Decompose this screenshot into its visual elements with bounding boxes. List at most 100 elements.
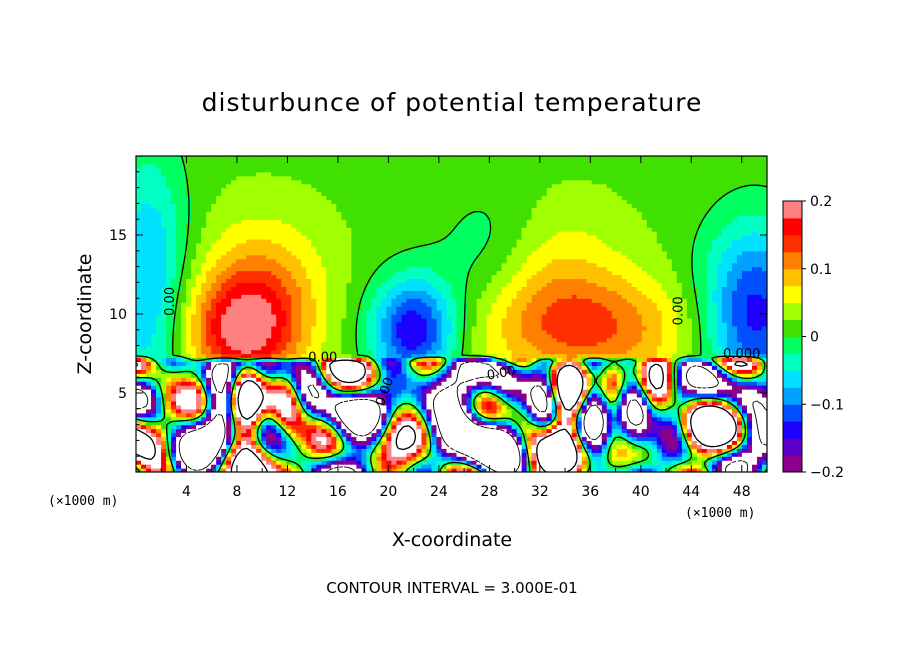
heatmap-cell [746, 333, 753, 339]
heatmap-cell [356, 432, 362, 438]
heatmap-cell [326, 385, 332, 390]
heatmap-cell [726, 468, 733, 472]
heatmap-cell [621, 349, 628, 355]
heatmap-cell [726, 357, 733, 362]
heatmap-cell [221, 357, 227, 362]
heatmap-cell [591, 460, 598, 465]
heatmap-cell [706, 393, 713, 398]
heatmap-cell [626, 349, 633, 355]
heatmap-cell [741, 345, 748, 351]
heatmap-cell [541, 317, 548, 323]
heatmap-cell [456, 452, 463, 457]
heatmap-cell [286, 396, 292, 402]
heatmap-cell [386, 424, 393, 430]
heatmap-cell [476, 464, 483, 469]
heatmap-cell [251, 337, 257, 343]
heatmap-cell [466, 452, 473, 457]
heatmap-cell [486, 444, 493, 449]
heatmap-cell [401, 408, 408, 414]
heatmap-cell [526, 412, 533, 418]
heatmap-cell [576, 432, 583, 438]
heatmap-cell [276, 424, 282, 430]
heatmap-cell [696, 464, 703, 469]
heatmap-cell [606, 365, 613, 370]
heatmap-cell [406, 420, 413, 426]
heatmap-cell [591, 369, 598, 374]
heatmap-cell [266, 468, 272, 472]
heatmap-cell [166, 337, 172, 343]
heatmap-cell [296, 345, 302, 351]
heatmap-cell [761, 404, 767, 410]
heatmap-cell [506, 393, 513, 398]
heatmap-cell [731, 396, 738, 402]
heatmap-cell [676, 349, 683, 355]
heatmap-cell [176, 361, 182, 366]
heatmap-cell [501, 440, 508, 445]
heatmap-cell [531, 333, 538, 339]
heatmap-cell [361, 357, 367, 362]
heatmap-cell [351, 444, 357, 449]
heatmap-cell [646, 365, 653, 370]
heatmap-cell [171, 377, 177, 382]
heatmap-cell [496, 393, 503, 398]
heatmap-cell [251, 325, 257, 331]
heatmap-cell [371, 337, 377, 343]
heatmap-cell [386, 468, 393, 472]
heatmap-cell [571, 456, 578, 461]
heatmap-cell [221, 424, 227, 430]
heatmap-cell [316, 389, 322, 394]
heatmap-cell [446, 377, 453, 382]
heatmap-cell [286, 412, 292, 418]
heatmap-cell [716, 389, 723, 394]
heatmap-cell [526, 353, 533, 359]
heatmap-cell [706, 329, 713, 335]
heatmap-cell [391, 314, 398, 319]
heatmap-cell [176, 428, 182, 434]
heatmap-cell [631, 337, 638, 343]
heatmap-cell [471, 440, 478, 445]
heatmap-cell [616, 456, 623, 461]
heatmap-cell [211, 460, 217, 465]
heatmap-cell [366, 468, 372, 472]
heatmap-cell [611, 361, 618, 366]
heatmap-cell [146, 436, 152, 441]
heatmap-cell [701, 337, 708, 343]
heatmap-cell [476, 440, 483, 445]
heatmap-cell [301, 452, 307, 457]
heatmap-cell [456, 468, 463, 472]
heatmap-cell [576, 464, 583, 469]
heatmap-cell [286, 452, 292, 457]
heatmap-cell [736, 408, 743, 414]
heatmap-cell [196, 452, 202, 457]
heatmap-cell [361, 377, 367, 382]
heatmap-cell [726, 444, 733, 449]
heatmap-cell [266, 404, 272, 410]
heatmap-cell [691, 345, 698, 351]
heatmap-cell [136, 345, 142, 351]
heatmap-cell [391, 333, 398, 339]
heatmap-cell [201, 389, 207, 394]
heatmap-cell [206, 416, 212, 422]
heatmap-cell [216, 456, 222, 461]
heatmap-cell [171, 420, 177, 426]
heatmap-cell [536, 448, 543, 453]
heatmap-cell [161, 333, 167, 339]
heatmap-cell [501, 424, 508, 430]
heatmap-cell [336, 420, 342, 426]
heatmap-cell [506, 424, 513, 430]
heatmap-cell [746, 389, 753, 394]
heatmap-cell [671, 353, 678, 359]
heatmap-cell [546, 321, 553, 327]
heatmap-cell [436, 349, 443, 355]
heatmap-cell [191, 321, 197, 327]
heatmap-cell [376, 329, 382, 335]
heatmap-cell [476, 321, 483, 327]
heatmap-cell [386, 393, 393, 398]
heatmap-cell [396, 361, 403, 366]
heatmap-cell [676, 325, 683, 331]
heatmap-cell [326, 456, 332, 461]
heatmap-cell [406, 353, 413, 359]
heatmap-cell [151, 444, 157, 449]
heatmap-cell [721, 385, 728, 390]
heatmap-cell [751, 345, 758, 351]
